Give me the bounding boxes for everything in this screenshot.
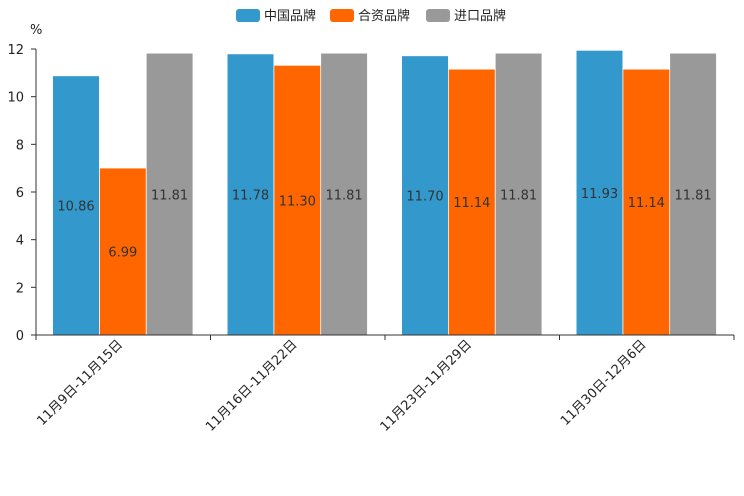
legend-swatch-2: [330, 9, 354, 22]
y-tick-label: 4: [16, 234, 24, 249]
legend-label-2: 合资品牌: [358, 8, 410, 24]
bar-2-4: [623, 69, 670, 335]
bar-value-label: 10.86: [57, 200, 94, 215]
y-tick-label: 12: [7, 43, 24, 58]
bar-3-4: [670, 53, 717, 336]
y-tick-label: 0: [16, 329, 24, 344]
x-tick-label: 11月9日-11月15日: [34, 337, 126, 429]
bar-value-label: 11.93: [581, 187, 618, 202]
legend-swatch-3: [426, 9, 450, 22]
bar-1-2: [227, 54, 274, 335]
bar-3-1: [146, 53, 193, 336]
y-tick-label: 2: [16, 281, 24, 296]
bar-value-label: 6.99: [108, 246, 137, 261]
y-tick-label: 10: [7, 91, 24, 106]
bar-value-label: 11.81: [674, 188, 711, 203]
bar-1-4: [576, 50, 623, 335]
legend-swatch-1: [236, 9, 260, 22]
bar-value-label: 11.78: [232, 189, 269, 204]
bar-1-1: [53, 76, 99, 336]
bar-1-3: [402, 56, 448, 336]
bar-value-label: 11.14: [453, 196, 490, 211]
legend-label-1: 中国品牌: [264, 8, 316, 24]
y-tick-label: 6: [16, 186, 24, 201]
x-axis: 11月9日-11月15日 11月16日-11月22日 11月23日-11月29日 11…: [34, 334, 735, 435]
bar-3-2: [321, 53, 368, 336]
x-tick-label: 11月30日-12月6日: [558, 337, 650, 429]
bar-value-label: 11.81: [325, 188, 362, 203]
bar-2-2: [274, 65, 321, 335]
bar-value-label: 11.81: [500, 188, 537, 203]
bar-value-label: 11.70: [406, 190, 443, 205]
bar-value-label: 11.81: [151, 188, 188, 203]
bar-value-label: 11.30: [279, 194, 316, 209]
bar-value-label: 11.14: [628, 196, 665, 211]
bar-2-3: [448, 69, 495, 335]
x-tick-label: 11月23日-11月29日: [378, 337, 475, 434]
legend: 中国品牌 合资品牌 进口品牌: [236, 8, 506, 24]
x-tick-label: 11月16日-11月22日: [203, 337, 300, 434]
y-tick-label: 8: [16, 138, 24, 153]
legend-label-3: 进口品牌: [454, 8, 506, 24]
bar-2-1: [99, 168, 146, 335]
y-axis-unit: %: [30, 23, 42, 38]
y-axis: 0 2 4 6 8 10 12: [7, 43, 37, 344]
bars: 10.86 6.99 11.81 11.78 11.30 11.81 11.70 11.14 1…: [53, 50, 717, 336]
bar-3-3: [495, 53, 542, 336]
